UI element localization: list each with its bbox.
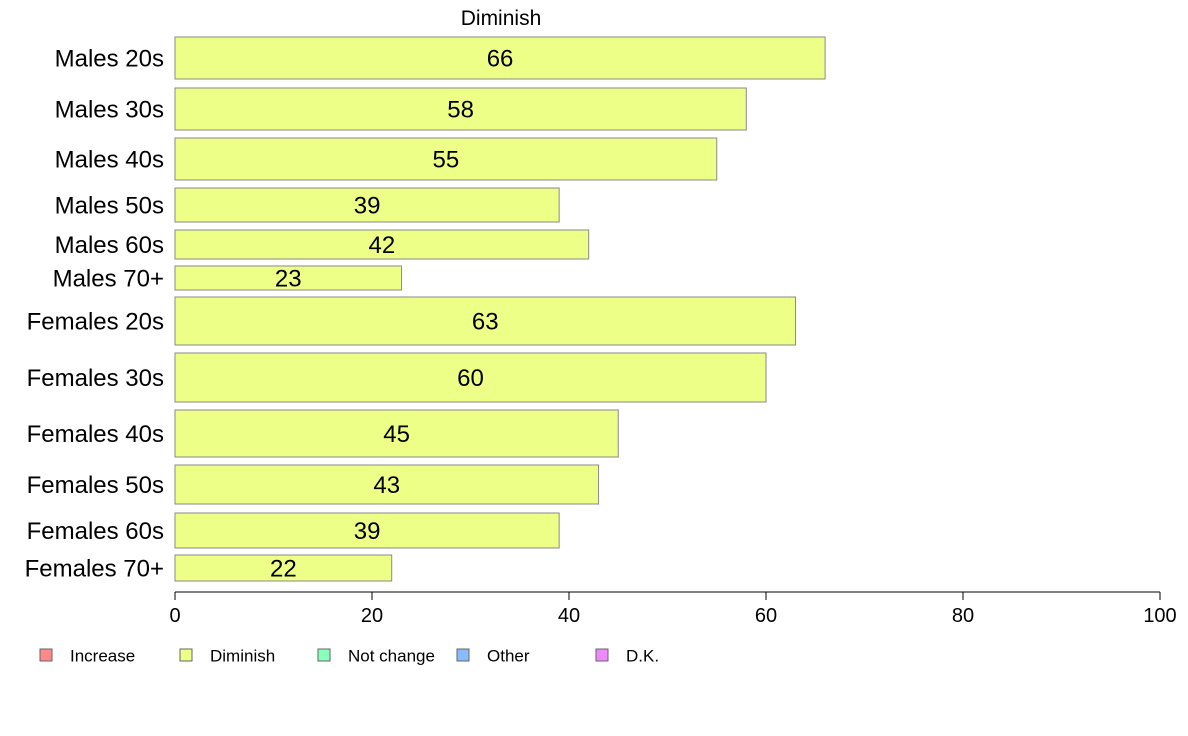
category-label: Females 70+: [25, 556, 164, 583]
category-label: Females 30s: [27, 365, 164, 392]
bar-value-label: 23: [275, 266, 302, 293]
bar-value-label: 39: [354, 193, 381, 220]
bar-males-20s: [174, 36, 826, 80]
category-label: Males 60s: [55, 232, 164, 259]
legend-label: D.K.: [626, 647, 659, 666]
x-tick-label: 100: [1143, 605, 1176, 627]
bar-value-label: 66: [487, 46, 514, 73]
bar-males-40s: [174, 137, 718, 181]
category-label: Males 40s: [55, 147, 164, 174]
legend-label: Increase: [70, 647, 135, 666]
x-tick-label: 40: [558, 605, 580, 627]
category-label: Females 50s: [27, 472, 164, 499]
bar-males-50s: [174, 187, 560, 223]
bar-females-20s: [174, 296, 797, 346]
legend: Increase Diminish Not change Other D.K.: [39, 647, 659, 666]
bar-females-30s: [174, 352, 767, 403]
legend-swatch: [456, 648, 470, 662]
bar-males-30s: [174, 87, 747, 131]
legend-swatch: [595, 648, 609, 662]
category-label: Males 30s: [55, 97, 164, 124]
x-tick-label: 60: [755, 605, 777, 627]
category-label: Males 50s: [55, 193, 164, 220]
legend-swatch: [317, 648, 331, 662]
legend-label: Diminish: [210, 647, 275, 666]
bar-males-60s: [174, 229, 590, 260]
legend-label: Other: [487, 647, 530, 666]
bar-value-label: 63: [472, 309, 499, 336]
bar-value-label: 42: [368, 232, 395, 259]
x-tick-label: 80: [952, 605, 974, 627]
category-label: Males 20s: [55, 46, 164, 73]
bars: 66 Males 20s 58 Males 30s 55 Males 40s 39 Males…: [25, 36, 826, 583]
category-label: Males 70+: [53, 266, 164, 293]
bar-value-label: 58: [447, 97, 474, 124]
bar-value-label: 22: [270, 556, 297, 583]
legend-label: Not change: [348, 647, 435, 666]
legend-swatch: [39, 648, 53, 662]
bar-females-70: [174, 554, 393, 582]
bar-value-label: 43: [373, 472, 400, 499]
bar-females-50s: [174, 464, 600, 505]
category-label: Females 20s: [27, 309, 164, 336]
bar-value-label: 55: [433, 147, 460, 174]
legend-swatch: [179, 648, 193, 662]
x-axis: 0 20 40 60 80 100: [169, 591, 1177, 627]
x-tick-label: 0: [169, 605, 180, 627]
category-label: Females 60s: [27, 518, 164, 545]
bar-value-label: 39: [354, 518, 381, 545]
category-label: Females 40s: [27, 421, 164, 448]
bar-females-40s: [174, 409, 619, 458]
bar-males-70: [174, 265, 403, 291]
bar-females-60s: [174, 512, 560, 549]
bar-value-label: 60: [457, 365, 484, 392]
chart-title: Diminish: [461, 7, 542, 30]
x-tick-label: 20: [361, 605, 383, 627]
bar-value-label: 45: [383, 421, 410, 448]
